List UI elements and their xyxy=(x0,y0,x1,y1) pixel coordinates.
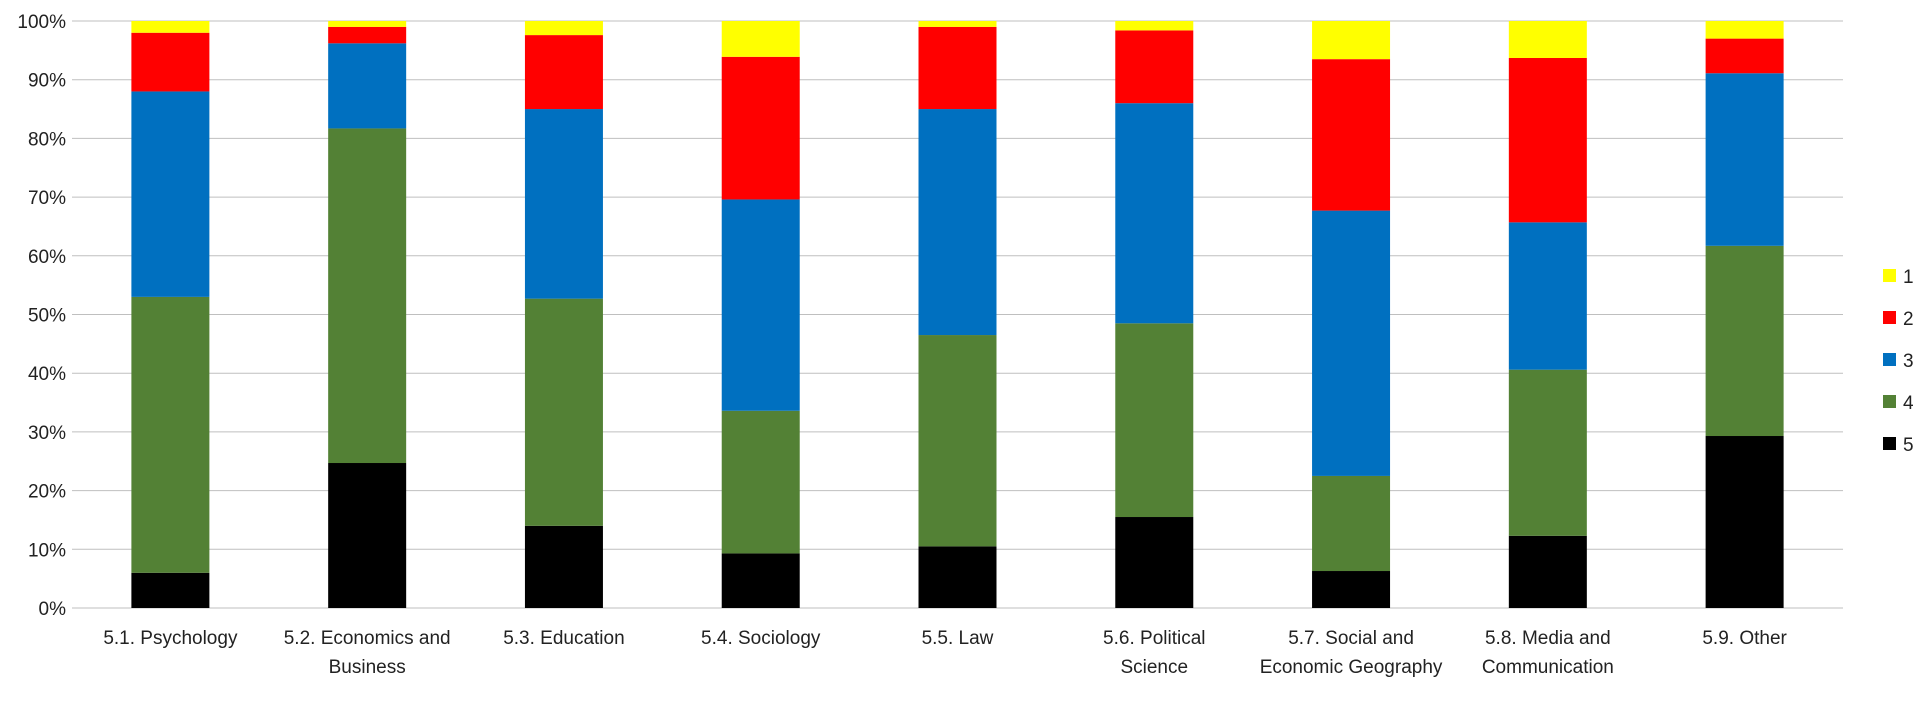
bar-segment-3 xyxy=(524,109,603,299)
bar-segment-1 xyxy=(918,21,997,27)
bar-segment-5 xyxy=(131,572,210,608)
x-tick-label: 5.6. Political Science xyxy=(1103,628,1205,678)
x-tick-label: 5.1. Psychology xyxy=(103,628,238,649)
bar-segment-2 xyxy=(328,26,407,44)
y-tick-label: 0% xyxy=(39,599,67,620)
bar-segment-5 xyxy=(721,553,800,608)
x-tick-label: 5.9. Other xyxy=(1702,628,1787,649)
y-tick-label: 90% xyxy=(28,71,66,92)
x-tick-label: 5.8. Media and Communication xyxy=(1482,628,1614,678)
y-tick-label: 70% xyxy=(28,188,66,209)
bar-segment-1 xyxy=(1508,21,1587,58)
x-tick-label: 5.5. Law xyxy=(922,628,994,649)
bar-segment-4 xyxy=(328,128,407,464)
legend-swatch-3 xyxy=(1883,353,1896,366)
bar-segment-2 xyxy=(1312,59,1391,211)
legend-label: 3 xyxy=(1903,351,1913,372)
bar-segment-2 xyxy=(1705,38,1784,74)
bar-segment-5 xyxy=(524,525,603,608)
bar-segment-3 xyxy=(1508,222,1587,370)
y-tick-label: 100% xyxy=(17,12,66,33)
bar-segment-2 xyxy=(721,56,800,200)
x-tick-label: 5.2. Economics and Business xyxy=(284,628,451,678)
bar-segment-1 xyxy=(1705,21,1784,39)
bar-segment-2 xyxy=(1115,30,1194,104)
bar-segment-4 xyxy=(1312,475,1391,572)
legend-swatch-1 xyxy=(1883,269,1896,282)
bar-segment-2 xyxy=(918,26,997,110)
bar-segment-5 xyxy=(1312,571,1391,608)
bar-segment-4 xyxy=(1705,245,1784,437)
x-tick-label: 5.3. Education xyxy=(503,628,624,649)
bar-segment-1 xyxy=(131,21,210,33)
bar-segment-3 xyxy=(131,91,210,297)
bar-segment-3 xyxy=(1115,103,1194,324)
bar-segment-1 xyxy=(328,21,407,27)
bar-segment-4 xyxy=(1115,323,1194,518)
bar-segment-1 xyxy=(721,21,800,57)
bar-segment-2 xyxy=(131,32,210,92)
bar-segment-4 xyxy=(918,335,997,547)
bar-segment-4 xyxy=(131,296,210,573)
bar-segment-2 xyxy=(524,35,603,110)
bar-segment-1 xyxy=(1115,21,1194,31)
legend-swatch-4 xyxy=(1883,395,1896,408)
legend-swatch-5 xyxy=(1883,437,1896,450)
legend-label: 4 xyxy=(1903,393,1913,414)
bar-segment-5 xyxy=(1705,436,1784,608)
legend-label: 5 xyxy=(1903,435,1913,456)
bar-segment-1 xyxy=(524,21,603,36)
legend-label: 2 xyxy=(1903,309,1913,330)
bar-segment-3 xyxy=(721,199,800,411)
bar-segment-1 xyxy=(1312,21,1391,60)
y-tick-label: 20% xyxy=(28,482,66,503)
y-tick-label: 50% xyxy=(28,306,66,327)
y-tick-label: 80% xyxy=(28,129,66,150)
legend-label: 1 xyxy=(1903,267,1913,288)
bar-segment-4 xyxy=(721,410,800,554)
bar-segment-2 xyxy=(1508,57,1587,223)
bar-segment-4 xyxy=(524,298,603,526)
y-tick-label: 10% xyxy=(28,540,66,561)
y-tick-label: 60% xyxy=(28,247,66,268)
bar-segment-3 xyxy=(1705,73,1784,246)
bar-segment-5 xyxy=(328,463,407,608)
bar-segment-5 xyxy=(918,546,997,608)
bar-segment-5 xyxy=(1115,517,1194,608)
bar-segment-4 xyxy=(1508,369,1587,536)
y-tick-label: 30% xyxy=(28,423,66,444)
bar-segment-3 xyxy=(1312,210,1391,476)
bar-segment-5 xyxy=(1508,535,1587,608)
x-tick-label: 5.7. Social and Economic Geography xyxy=(1260,628,1443,678)
x-tick-label: 5.4. Sociology xyxy=(701,628,821,649)
bar-segment-3 xyxy=(918,109,997,336)
legend-swatch-2 xyxy=(1883,311,1896,324)
y-tick-label: 40% xyxy=(28,364,66,385)
bar-segment-3 xyxy=(328,43,407,129)
